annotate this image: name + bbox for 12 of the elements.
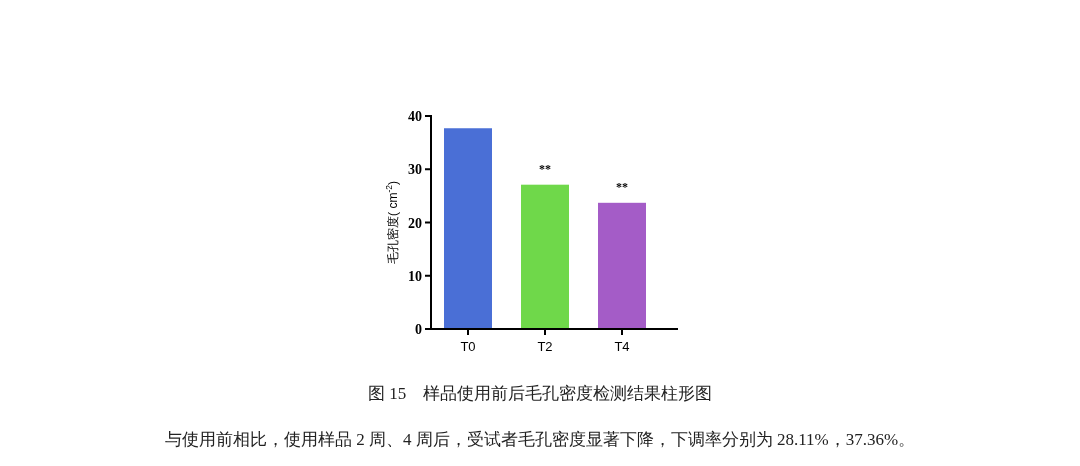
annotation: ** <box>539 161 551 176</box>
x-tick-label: T4 <box>614 339 630 354</box>
y-tick-label: 10 <box>408 268 422 284</box>
annotation: ** <box>616 179 628 194</box>
caption: 图 15 样品使用前后毛孔密度检测结果柱形图 <box>367 384 713 403</box>
y-tick-label: 0 <box>415 322 422 337</box>
x-tick-label: T0 <box>460 339 476 354</box>
y-tick-label: 40 <box>408 109 422 124</box>
x-tick-label: T2 <box>537 339 553 354</box>
y-tick-label: 30 <box>408 162 422 178</box>
y-tick-label: 20 <box>408 215 422 231</box>
text: 与使用前相比，使用样品 2 周、4 周后，受试者毛孔密度显著下降，下调率分别为 28.11%，37.36%。 <box>164 430 916 449</box>
